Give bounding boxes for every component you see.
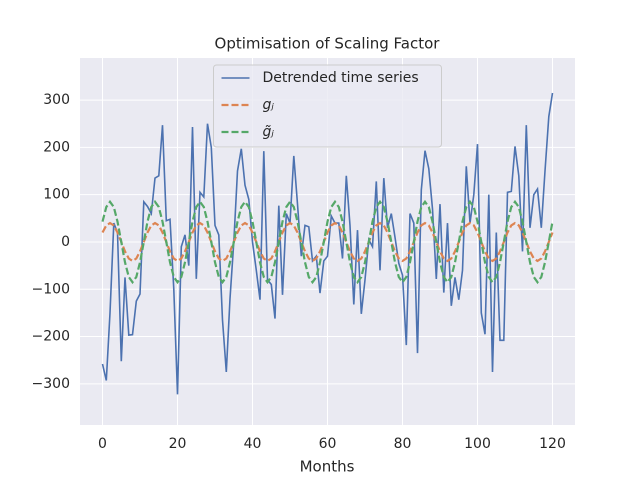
x-tick-label: 120 xyxy=(539,436,566,452)
x-tick-label: 0 xyxy=(98,436,107,452)
y-tick-label: −200 xyxy=(32,329,70,345)
x-tick-label: 40 xyxy=(244,436,262,452)
y-tick-label: 0 xyxy=(61,234,70,250)
legend-box xyxy=(213,64,442,148)
legend-label: Detrended time series xyxy=(263,70,419,86)
x-tick-label: 20 xyxy=(169,436,187,452)
legend-label: g̃ⱼ xyxy=(263,124,275,140)
legend-label: gⱼ xyxy=(263,97,275,113)
y-tick-label: 100 xyxy=(43,187,70,203)
chart-title: Optimisation of Scaling Factor xyxy=(215,35,441,53)
y-tick-label: −100 xyxy=(32,281,70,297)
x-tick-label: 60 xyxy=(319,436,337,452)
y-tick-label: −300 xyxy=(32,376,70,392)
y-tick-label: 200 xyxy=(43,139,70,155)
series-line xyxy=(101,221,554,263)
y-tick-label: 300 xyxy=(43,92,70,108)
x-axis-label: Months xyxy=(300,458,355,476)
x-tick-label: 100 xyxy=(464,436,491,452)
series-line xyxy=(101,92,554,395)
x-tick-label: 80 xyxy=(394,436,412,452)
series-line xyxy=(101,199,554,285)
